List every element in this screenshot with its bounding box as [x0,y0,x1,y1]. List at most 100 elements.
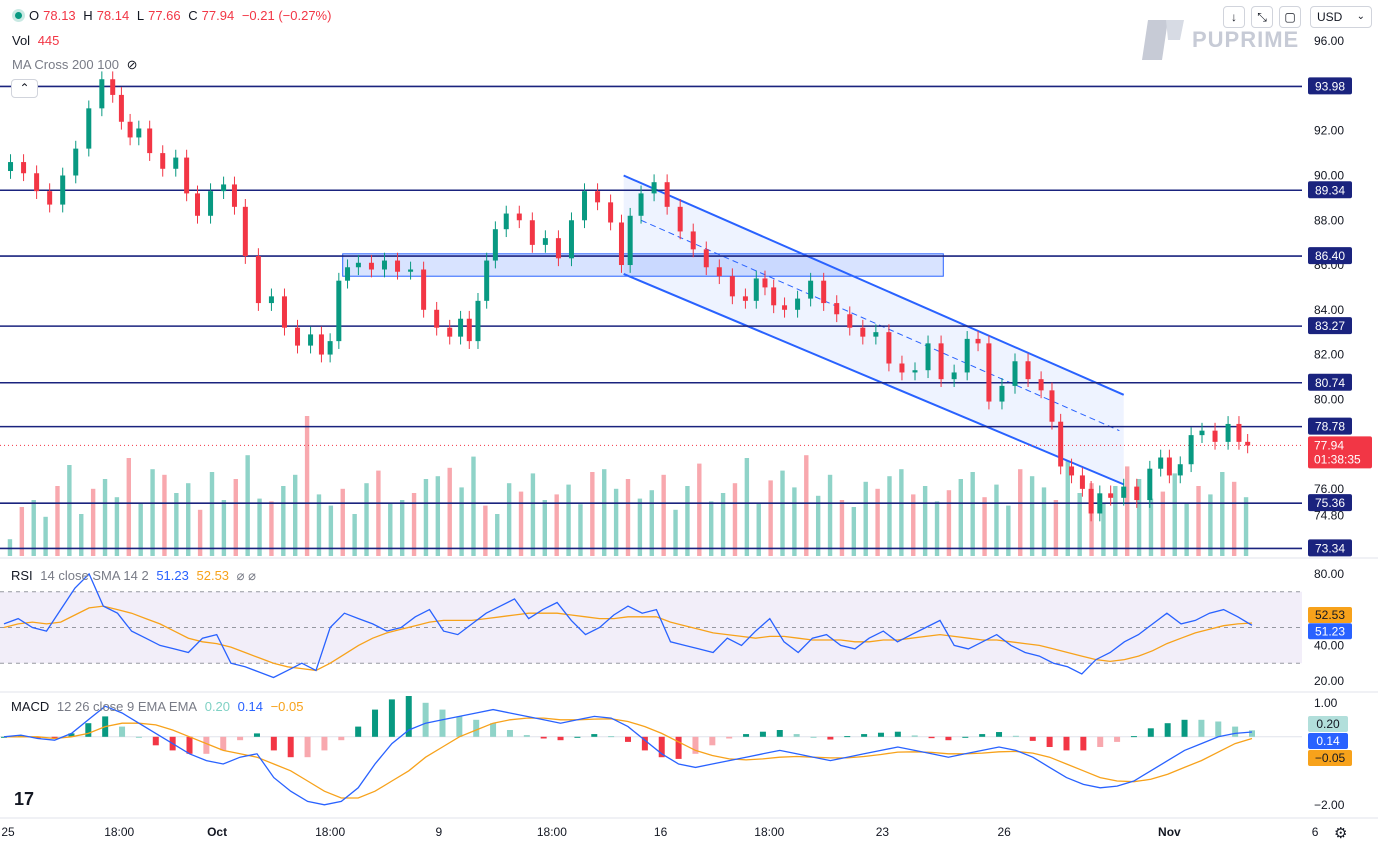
hidden-eye-icon[interactable]: ⊘ [126,57,138,72]
currency-select[interactable]: USD ⌄ [1310,6,1372,28]
volume-bar [138,502,143,556]
macd-histogram-bar [759,731,766,737]
volume-bar [269,501,274,556]
open-label: O [29,8,40,23]
candle-body [568,220,574,259]
volume-bar [423,479,429,556]
volume-bar [495,514,500,556]
candle-body [912,370,918,373]
volume-bar [257,498,262,556]
candle-body [1049,390,1055,422]
candle-body [173,157,179,169]
volume-bar [1018,469,1023,556]
candle-body [627,215,633,266]
macd-histogram-bar [1232,726,1239,737]
level-price-label: 93.98 [1315,79,1345,93]
volume-bar [732,483,738,556]
volume-bar [780,470,785,556]
volume-bar [994,484,999,556]
macd-histogram-bar [338,736,345,741]
macd-histogram-bar [861,734,868,737]
volume-value: 445 [37,33,60,48]
volume-bar [55,486,60,556]
candle-body [618,222,624,266]
settings-gear-icon[interactable]: ⚙ [1334,825,1348,842]
volume-bar [364,483,369,556]
candle-body [608,202,614,223]
collapse-legend-button[interactable]: ⌃ [11,79,38,98]
level-price-label: 73.34 [1315,541,1345,555]
ma-cross-legend[interactable]: MA Cross 200 100 ⊘ [12,57,141,73]
volume-bar [1196,486,1201,556]
volume-bar [946,490,952,556]
rsi-tag [1308,623,1352,640]
candle-body [458,318,464,337]
candle-body [1025,361,1031,380]
macd-histogram-bar [473,719,480,737]
macd-histogram-bar [220,736,227,751]
candle-body [542,238,548,245]
macd-histogram-bar [962,736,969,738]
volume-bar [542,500,547,556]
time-axis-tick: Nov [1158,825,1181,839]
candle-body [1212,430,1218,442]
candle-body [1058,421,1064,467]
candle-body [231,184,237,207]
volume-label: Vol [12,33,31,48]
price-axis-tick: 80.00 [1314,392,1344,406]
candle-body [308,334,314,346]
level-price-tag [1308,247,1352,265]
volume-bar [150,469,155,556]
volume-bar [637,498,643,556]
volume-bar [90,488,96,556]
candle-body [195,193,201,216]
volume-bar [899,469,904,556]
volume-bar [673,509,678,556]
volume-bar [162,474,167,556]
volume-bar [459,487,464,556]
macd-histogram-bar [608,736,615,738]
macd-histogram-bar [439,709,446,737]
volume-bar [1220,472,1225,556]
market-status-icon [12,9,25,22]
macd-histogram-bar [1198,719,1205,737]
candle-body [1108,493,1114,498]
puprime-logo-icon [1142,20,1184,60]
volume-bar [79,514,84,556]
macd-histogram-bar [34,736,41,739]
candle-body [795,298,801,310]
volume-bar [804,455,809,556]
macd-histogram-bar [68,733,75,737]
macd-histogram-bar [1046,736,1053,747]
volume-bar [174,493,179,556]
candle-body [466,318,472,342]
candle-body [677,206,683,232]
macd-histogram-bar [1147,728,1154,737]
volume-bar [67,465,72,556]
price-axis-tick: 76.00 [1314,482,1344,496]
candle-body [873,332,879,337]
volume-bar [447,467,452,556]
tradingview-logo[interactable]: 17 [14,789,35,809]
download-icon[interactable]: ↓ [1223,6,1245,28]
chevron-down-icon: ⌄ [1356,11,1365,22]
macd-line [3,705,1253,806]
fullscreen-icon[interactable]: ⤡ [1251,6,1273,28]
candle-body [986,343,992,402]
macd-histogram-bar [321,736,328,751]
volume-bar [483,505,488,556]
screenshot-icon[interactable]: ▢ [1279,6,1301,28]
candle-body [1088,488,1094,514]
rsi-hide-icon[interactable]: ⌀ ⌀ [236,568,256,583]
macd-tag-label: 0.14 [1316,734,1340,748]
macd-histogram-bar [996,732,1003,737]
macd-histogram-bar [1114,736,1121,742]
macd-histogram-bar [17,735,24,737]
candle-body [447,327,453,337]
price-axis-tick: 88.00 [1314,213,1344,227]
volume-bar [922,486,928,556]
macd-histogram-bar [591,734,598,737]
volume-bar [815,495,821,556]
candle-body [368,262,374,270]
